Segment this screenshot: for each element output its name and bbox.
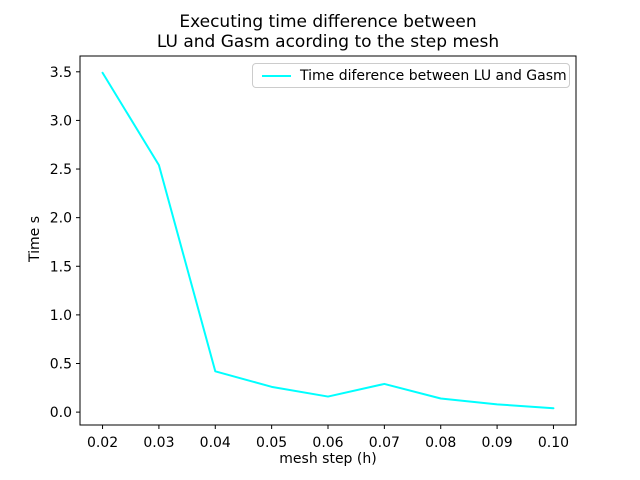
x-tick-label: 0.09 [482,435,513,451]
x-tick-label: 0.03 [143,435,174,451]
x-tick-label: 0.10 [538,435,569,451]
y-tick-label: 3.0 [50,113,72,129]
x-axis-label: mesh step (h) [279,451,377,467]
y-tick-label: 2.0 [50,211,72,227]
x-tick-label: 0.07 [369,435,400,451]
x-tick-label: 0.06 [312,435,343,451]
series-line [101,71,555,410]
legend: Time diference between LU and Gasm [252,63,570,88]
x-tick-label: 0.08 [425,435,456,451]
y-tick-label: 1.0 [50,308,72,324]
y-tick-label: 1.5 [50,259,72,275]
y-axis-label: Time s [27,215,43,263]
x-tick-label: 0.02 [87,435,118,451]
y-tick-label: 0.5 [50,357,72,373]
legend-label: Time diference between LU and Gasm [300,67,567,84]
legend-line-sample-icon [262,74,291,77]
y-tick-label: 0.0 [50,405,72,421]
axes-spines [79,55,577,426]
x-tick-label: 0.05 [256,435,287,451]
x-tick-label: 0.04 [200,435,231,451]
chart-title: Executing time difference between LU and… [156,12,500,53]
y-tick-label: 3.5 [50,65,72,81]
y-tick-label: 2.5 [50,162,72,178]
